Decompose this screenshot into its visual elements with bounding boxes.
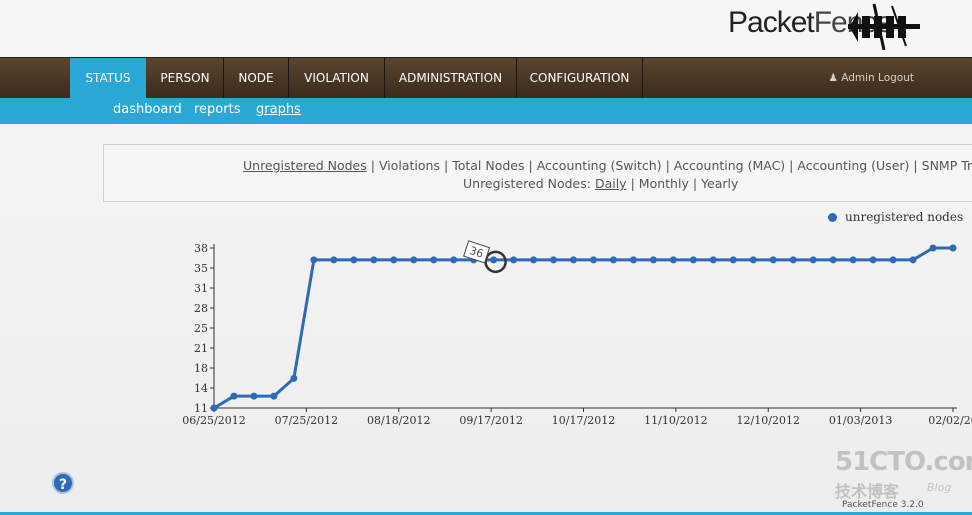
x-tick-label: 07/25/2012 [275, 414, 338, 427]
data-point [270, 392, 278, 400]
x-tick-label: 11/10/2012 [644, 414, 707, 427]
admin-logout-link[interactable]: ♟ Admin Logout [828, 58, 914, 99]
data-point [570, 256, 578, 264]
y-tick-label: 18 [194, 362, 208, 375]
data-point [709, 256, 717, 264]
sub-navigation: dashboard reports graphs [0, 98, 972, 124]
data-point [609, 256, 617, 264]
data-point [230, 392, 238, 400]
data-point [649, 256, 657, 264]
version-label: PacketFence 3.2.0 [842, 500, 924, 510]
series-line [213, 246, 953, 410]
x-tick-label: 10/17/2012 [552, 414, 615, 427]
fence-logo-icon [848, 3, 920, 50]
data-point [829, 256, 837, 264]
x-tick-label: 06/25/2012 [182, 414, 245, 427]
data-point [210, 404, 218, 412]
data-point [749, 256, 757, 264]
x-tick-label: 02/02/20 [928, 414, 972, 427]
packetfence-logo: PacketFence [728, 2, 928, 52]
watermark: 51CTO.com 技术博客 Blog [835, 447, 972, 501]
data-point [929, 244, 937, 252]
graph-link-unregistered-nodes[interactable]: Unregistered Nodes [243, 158, 367, 173]
graph-link-accounting-switch[interactable]: Accounting (Switch) [536, 158, 662, 173]
tooltip-box [463, 240, 491, 264]
data-point [589, 256, 597, 264]
graph-link-accounting-mac[interactable]: Accounting (MAC) [673, 158, 786, 173]
x-tick-label: 12/10/2012 [737, 414, 800, 427]
data-point [350, 256, 358, 264]
period-link-yearly[interactable]: Yearly [701, 176, 739, 191]
period-label: Unregistered Nodes: [463, 176, 591, 191]
y-tick-label: 38 [194, 242, 208, 255]
data-point [729, 256, 737, 264]
tab-violation[interactable]: VIOLATION [289, 58, 385, 99]
data-point [330, 256, 338, 264]
data-point [629, 256, 637, 264]
help-icon[interactable]: ? [52, 472, 74, 494]
watermark-line1: 51CTO.com [835, 447, 972, 477]
data-point [869, 256, 877, 264]
data-point [789, 256, 797, 264]
period-link-daily[interactable]: Daily [594, 176, 627, 191]
data-point [310, 256, 318, 264]
data-point [809, 256, 817, 264]
y-tick-label: 28 [194, 302, 208, 315]
tooltip-value: 36 [468, 244, 485, 261]
logo-text-bold: Packet [728, 6, 815, 39]
x-tick-label: 09/17/2012 [459, 414, 522, 427]
watermark-line3: Blog [927, 481, 952, 494]
legend-label: unregistered nodes [845, 210, 964, 224]
admin-logout-label: Admin Logout [841, 72, 914, 84]
data-point [490, 256, 498, 264]
subnav-reports[interactable]: reports [194, 102, 241, 117]
data-point [849, 256, 857, 264]
x-tick-label: 08/18/2012 [367, 414, 430, 427]
data-point [769, 256, 777, 264]
graph-link-snmp-traps[interactable]: SNMP Traps [921, 158, 972, 173]
graph-link-total-nodes[interactable]: Total Nodes [452, 158, 525, 173]
tab-person[interactable]: PERSON [147, 58, 224, 99]
subnav-dashboard[interactable]: dashboard [113, 102, 182, 117]
data-point [290, 374, 298, 382]
chart-legend[interactable]: unregistered nodes [828, 210, 963, 224]
data-point [410, 256, 418, 264]
subnav-graphs[interactable]: graphs [256, 102, 301, 117]
data-point [510, 256, 518, 264]
y-tick-label: 25 [194, 322, 208, 335]
y-tick-label: 35 [194, 262, 208, 275]
data-point [689, 256, 697, 264]
top-navigation: STATUS PERSON NODE VIOLATION ADMINISTRAT… [0, 57, 972, 99]
legend-dot-icon [828, 213, 837, 222]
data-point [909, 256, 917, 264]
data-point [889, 256, 897, 264]
y-tick-label: 14 [194, 382, 208, 395]
tab-administration[interactable]: ADMINISTRATION [385, 58, 517, 99]
data-point [390, 256, 398, 264]
x-tick-label: 01/03/2013 [829, 414, 892, 427]
y-tick-label: 31 [194, 282, 208, 295]
data-point [250, 392, 258, 400]
data-point [450, 256, 458, 264]
graph-link-accounting-user[interactable]: Accounting (User) [797, 158, 910, 173]
graph-type-selector: Unregistered Nodes | Violations | Total Node… [103, 144, 972, 202]
graph-link-violations[interactable]: Violations [378, 158, 440, 173]
tab-status[interactable]: STATUS [70, 58, 146, 99]
data-point [949, 244, 957, 252]
data-point [370, 256, 378, 264]
highlight-ring [484, 250, 507, 274]
data-point [430, 256, 438, 264]
data-point [530, 256, 538, 264]
tab-node[interactable]: NODE [224, 58, 289, 99]
data-point [550, 256, 558, 264]
period-link-monthly[interactable]: Monthly [638, 176, 689, 191]
bottom-bar [0, 512, 972, 515]
y-tick-label: 21 [194, 342, 208, 355]
tab-configuration[interactable]: CONFIGURATION [517, 58, 643, 99]
data-point [669, 256, 677, 264]
user-icon: ♟ [828, 72, 838, 84]
unregistered-nodes-chart: 11 14 18 21 25 28 31 35 38 06/25/2012 07/25/2012 08… [182, 240, 972, 427]
watermark-line2: 技术博客 [835, 482, 900, 501]
y-tick-label: 11 [194, 402, 208, 415]
